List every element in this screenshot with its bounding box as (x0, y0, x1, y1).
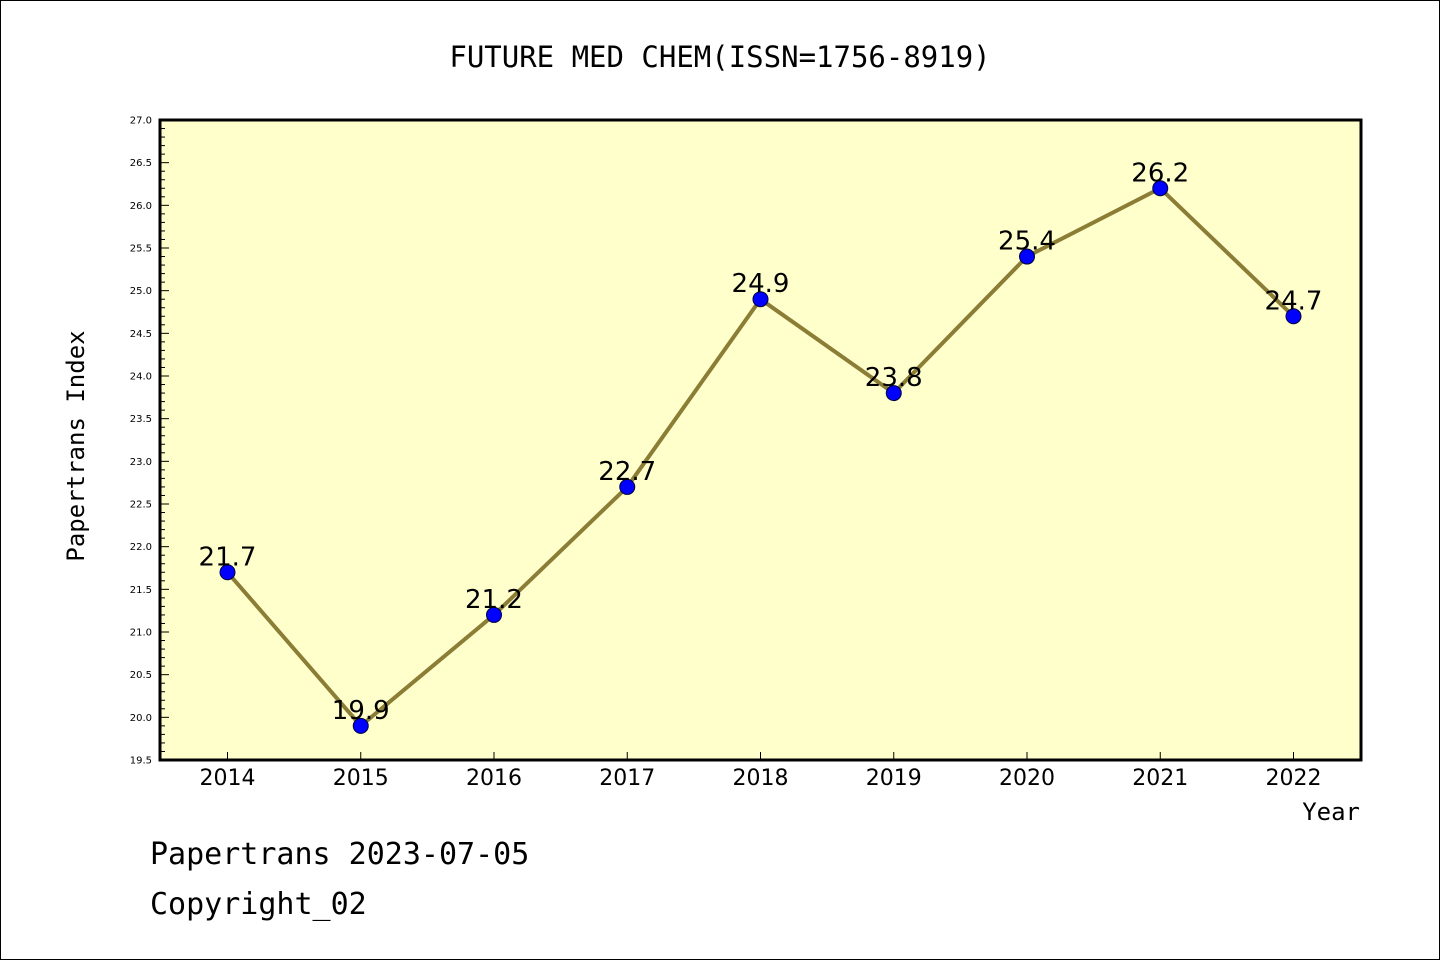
y-tick-label: 26.5 (130, 158, 152, 169)
data-labels: 21.7 19.9 21.2 22.7 24.9 23.8 25.4 26.2 24.7 (199, 158, 1323, 726)
y-tick-label: 24.5 (130, 329, 152, 340)
y-tick-label: 23.0 (130, 457, 152, 468)
data-label: 24.9 (732, 269, 790, 299)
data-label: 21.7 (199, 542, 257, 572)
x-tick-label: 2016 (466, 766, 522, 791)
x-tick-label: 2021 (1132, 766, 1188, 791)
x-tick-label: 2018 (733, 766, 789, 791)
y-axis: 19.5 20.0 20.5 21.0 21.5 22.0 22.5 23.0 23.5 24.0… (130, 116, 169, 767)
data-label: 26.2 (1131, 158, 1189, 188)
data-point (752, 291, 769, 308)
data-point (219, 564, 236, 581)
x-tick-label: 2020 (999, 766, 1055, 791)
y-tick-label: 27.0 (130, 116, 152, 127)
y-tick-label: 22.5 (130, 500, 152, 511)
plot-area (158, 118, 1363, 762)
y-tick-label: 22.0 (130, 542, 152, 553)
data-point (885, 385, 902, 402)
data-point (1285, 308, 1302, 325)
x-tick-label: 2022 (1266, 766, 1322, 791)
x-tick-label: 2017 (599, 766, 655, 791)
data-point (619, 478, 636, 495)
y-tick-label: 25.5 (130, 244, 152, 255)
x-tick-label: 2019 (866, 766, 922, 791)
y-tick-label: 21.0 (130, 628, 152, 639)
y-tick-label: 20.5 (130, 670, 152, 681)
x-axis-label: Year (1302, 798, 1360, 826)
data-points (219, 180, 1302, 734)
data-label: 21.2 (465, 585, 523, 615)
x-axis: 2014 2015 2016 2017 2018 2019 2020 2021 2022 (200, 752, 1322, 791)
x-tick-label: 2015 (333, 766, 389, 791)
y-tick-label: 25.0 (130, 286, 152, 297)
footer-copyright: Copyright_02 (150, 887, 367, 922)
y-axis-label: Papertrans Index (62, 330, 90, 561)
x-tick-label: 2014 (200, 766, 256, 791)
y-tick-label: 24.0 (130, 372, 152, 383)
data-label: 23.8 (865, 363, 923, 393)
data-label: 22.7 (598, 457, 656, 487)
y-tick-label: 19.5 (130, 756, 152, 767)
data-label: 24.7 (1265, 286, 1323, 316)
y-tick-label: 23.5 (130, 414, 152, 425)
y-tick-label: 26.0 (130, 201, 152, 212)
footer-date: Papertrans 2023-07-05 (150, 837, 529, 872)
data-label: 19.9 (332, 696, 390, 726)
data-point (486, 606, 502, 623)
y-tick-label: 20.0 (130, 713, 152, 724)
data-point (1152, 180, 1169, 197)
chart-title: FUTURE MED CHEM(ISSN=1756-8919) (449, 40, 990, 74)
data-point (1019, 248, 1035, 265)
data-point (352, 717, 369, 734)
data-label: 25.4 (998, 227, 1056, 257)
y-tick-label: 21.5 (130, 585, 152, 596)
